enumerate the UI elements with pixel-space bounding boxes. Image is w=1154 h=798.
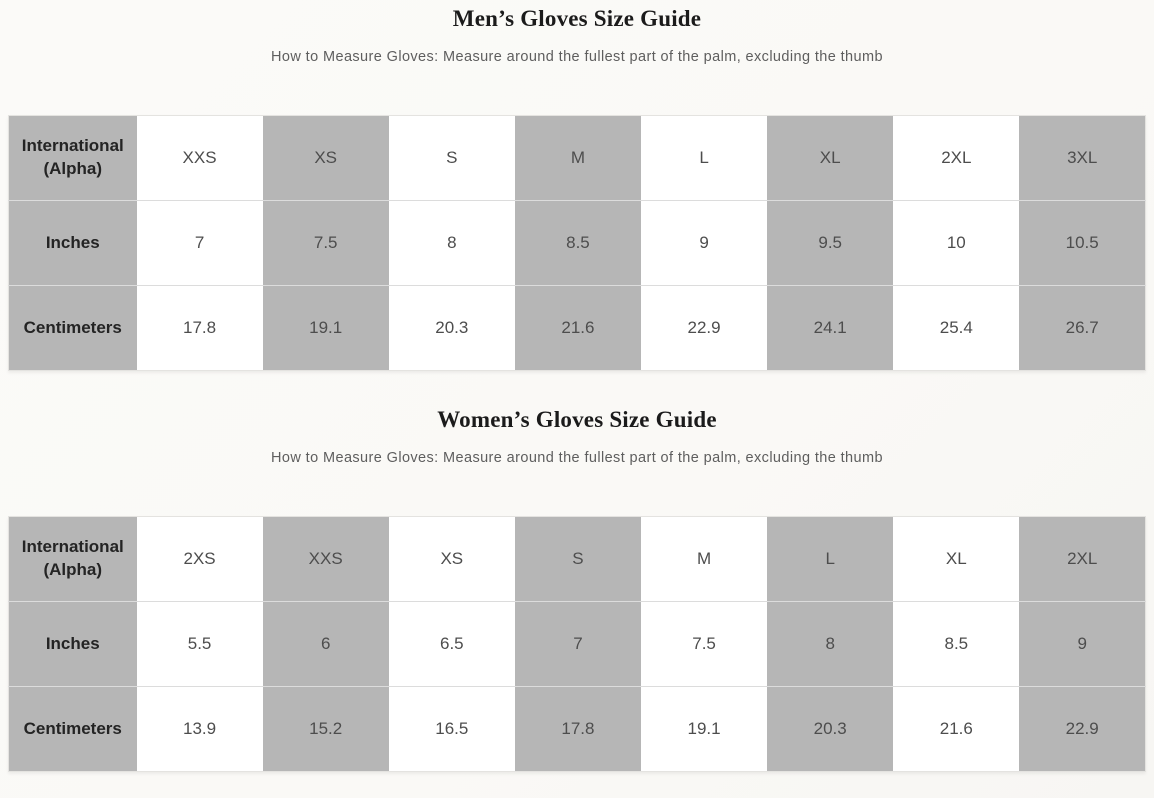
- size-cell: 7.5: [641, 601, 768, 687]
- size-cell: 8: [388, 200, 515, 286]
- page-title: Men’s Gloves Size Guide: [452, 6, 702, 31]
- size-cell: 8.5: [893, 601, 1020, 687]
- size-cell: 17.8: [136, 285, 263, 371]
- size-cell: 16.5: [388, 686, 515, 772]
- size-cell: S: [388, 115, 515, 201]
- size-cell: 2XL: [1019, 516, 1146, 602]
- measure-instructions: How to Measure Gloves: Measure around th…: [271, 450, 883, 466]
- size-cell: L: [767, 516, 894, 602]
- size-cell: 8.5: [514, 200, 641, 286]
- womens-size-table: International (Alpha) 2XS XXS XS S M L X…: [8, 516, 1146, 772]
- size-cell: XS: [388, 516, 515, 602]
- size-cell: M: [514, 115, 641, 201]
- size-cell: 21.6: [514, 285, 641, 371]
- table-row: International (Alpha) 2XS XXS XS S M L X…: [8, 516, 1146, 602]
- size-cell: 6.5: [388, 601, 515, 687]
- size-cell: 17.8: [514, 686, 641, 772]
- size-cell: 22.9: [1019, 686, 1146, 772]
- size-cell: 9.5: [767, 200, 894, 286]
- size-cell: 7: [136, 200, 263, 286]
- row-label-cell: Centimeters: [8, 285, 137, 371]
- size-cell: 2XS: [136, 516, 263, 602]
- size-cell: 13.9: [136, 686, 263, 772]
- size-cell: S: [514, 516, 641, 602]
- page-title: Women’s Gloves Size Guide: [437, 407, 717, 432]
- mens-size-guide-section: Men’s Gloves Size Guide How to Measure G…: [0, 0, 1154, 371]
- row-label-cell: Inches: [8, 200, 137, 286]
- size-cell: XS: [262, 115, 389, 201]
- size-cell: 21.6: [893, 686, 1020, 772]
- mens-size-table: International (Alpha) XXS XS S M L XL 2X…: [8, 115, 1146, 371]
- size-cell: 6: [262, 601, 389, 687]
- size-cell: 10: [893, 200, 1020, 286]
- size-cell: 10.5: [1019, 200, 1146, 286]
- size-cell: 25.4: [893, 285, 1020, 371]
- size-cell: 9: [1019, 601, 1146, 687]
- row-label-cell: Inches: [8, 601, 137, 687]
- size-cell: 2XL: [893, 115, 1020, 201]
- size-cell: 5.5: [136, 601, 263, 687]
- measure-instructions: How to Measure Gloves: Measure around th…: [271, 49, 883, 65]
- row-label-cell: Centimeters: [8, 686, 137, 772]
- size-cell: 8: [767, 601, 894, 687]
- size-cell: XXS: [262, 516, 389, 602]
- table-row: Centimeters 17.8 19.1 20.3 21.6 22.9 24.…: [8, 285, 1146, 371]
- size-cell: XXS: [136, 115, 263, 201]
- womens-size-guide-section: Women’s Gloves Size Guide How to Measure…: [0, 407, 1154, 772]
- size-cell: XL: [893, 516, 1020, 602]
- size-cell: 19.1: [262, 285, 389, 371]
- table-row: Centimeters 13.9 15.2 16.5 17.8 19.1 20.…: [8, 686, 1146, 772]
- size-cell: L: [641, 115, 768, 201]
- size-cell: 15.2: [262, 686, 389, 772]
- size-cell: 24.1: [767, 285, 894, 371]
- size-cell: XL: [767, 115, 894, 201]
- size-cell: 19.1: [641, 686, 768, 772]
- size-cell: 20.3: [388, 285, 515, 371]
- row-label-cell: International (Alpha): [8, 115, 137, 201]
- size-cell: 3XL: [1019, 115, 1146, 201]
- table-row: Inches 5.5 6 6.5 7 7.5 8 8.5 9: [8, 601, 1146, 687]
- table-row: Inches 7 7.5 8 8.5 9 9.5 10 10.5: [8, 200, 1146, 286]
- table-row: International (Alpha) XXS XS S M L XL 2X…: [8, 115, 1146, 201]
- size-cell: M: [641, 516, 768, 602]
- size-cell: 26.7: [1019, 285, 1146, 371]
- size-cell: 7: [514, 601, 641, 687]
- size-cell: 9: [641, 200, 768, 286]
- size-cell: 20.3: [767, 686, 894, 772]
- row-label-cell: International (Alpha): [8, 516, 137, 602]
- size-cell: 22.9: [641, 285, 768, 371]
- size-cell: 7.5: [262, 200, 389, 286]
